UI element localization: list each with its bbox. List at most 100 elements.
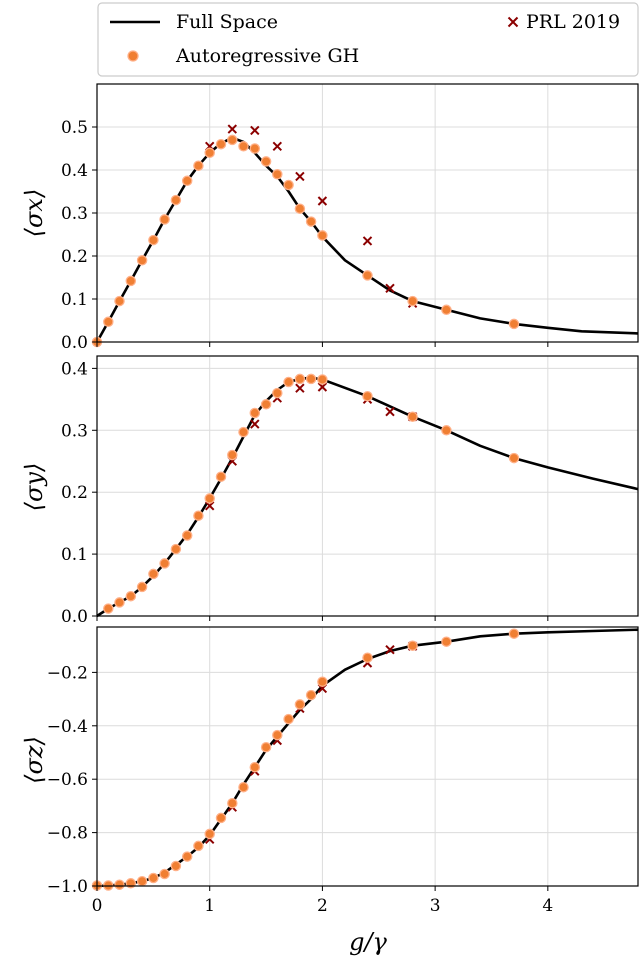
ar-gh-point	[193, 840, 204, 852]
prl-point	[250, 125, 260, 136]
ar-gh-point	[294, 203, 306, 214]
ar-gh-point	[294, 699, 306, 710]
ar-gh-point	[305, 373, 317, 385]
ylabel-sigma-x: ⟨σx⟩	[20, 189, 48, 238]
prl-point	[362, 236, 373, 246]
ar-gh-point	[317, 676, 328, 687]
ar-gh-point	[181, 851, 193, 862]
panel-sigma-x: 0.0 0.1 0.2 0.3 0.4 0.5	[61, 83, 639, 353]
ar-gh-point	[508, 318, 520, 330]
ar-gh-point	[249, 407, 261, 419]
ytick-label: −1.0	[47, 877, 88, 897]
prl-point	[272, 141, 283, 152]
ar-gh-point	[204, 147, 215, 159]
ar-gh-point	[283, 179, 294, 191]
ar-gh-point	[170, 194, 182, 206]
ar-gh-point	[215, 471, 227, 482]
ytick-label: −0.8	[47, 824, 88, 844]
prl-point	[385, 644, 395, 655]
ar-gh-point	[181, 530, 193, 541]
ytick-label: −0.6	[47, 770, 88, 790]
prl-point	[204, 501, 215, 511]
xtick-label: 4	[542, 896, 553, 916]
ar-gh-point	[204, 493, 215, 504]
prl-point	[385, 283, 395, 294]
ar-gh-point	[114, 879, 125, 890]
ar-gh-point	[272, 169, 283, 180]
prl-point	[317, 196, 328, 206]
xtick-label: 1	[204, 896, 215, 916]
legend-label-ar-gh: Autoregressive GH	[175, 45, 359, 67]
ar-gh-point	[227, 449, 238, 461]
ar-gh-point	[294, 373, 306, 385]
ar-gh-point	[317, 230, 328, 241]
ar-gh-point	[283, 376, 294, 388]
ar-gh-point	[103, 603, 114, 614]
axes-frame	[96, 626, 639, 887]
ar-gh-point	[170, 543, 182, 555]
ar-gh-point	[103, 316, 114, 328]
panel-sigma-y: 0.0 0.1 0.2 0.3 0.4	[61, 355, 639, 627]
ytick-label: 0.3	[61, 421, 88, 441]
ar-gh-point	[441, 425, 452, 436]
ar-gh-point	[305, 689, 317, 701]
ar-gh-point	[136, 581, 148, 593]
ar-gh-point	[407, 295, 418, 307]
xtick-label: 3	[430, 896, 441, 916]
ar-gh-point	[441, 636, 452, 647]
legend-label-full-space: Full Space	[176, 11, 278, 33]
ar-gh-point	[238, 781, 249, 793]
ar-gh-point	[215, 138, 227, 150]
ar-gh-point	[136, 255, 148, 266]
ar-gh-point	[238, 426, 249, 438]
ar-gh-point	[249, 761, 261, 773]
ar-gh-point	[283, 713, 294, 725]
ar-gh-point	[441, 304, 452, 316]
ytick-label: 0.2	[61, 483, 88, 503]
ar-gh-point	[260, 741, 272, 753]
ar-gh-point	[215, 812, 227, 824]
ar-gh-point	[362, 652, 373, 663]
ar-gh-point	[227, 797, 238, 809]
ar-gh-point	[272, 729, 283, 741]
ytick-label: 0.5	[61, 118, 88, 138]
prl-point	[227, 124, 238, 134]
ar-gh-point	[159, 868, 170, 880]
ylabel-sigma-z: ⟨σz⟩	[20, 736, 48, 784]
prl-point	[317, 382, 328, 392]
axes-frame	[96, 355, 639, 617]
ar-gh-point	[227, 134, 238, 146]
legend-box	[97, 2, 639, 77]
ytick-label: 0.1	[61, 545, 88, 565]
ar-gh-point	[193, 160, 204, 171]
ar-gh-point	[249, 143, 261, 154]
ytick-label: 0.4	[61, 359, 88, 379]
ar-gh-point	[114, 295, 125, 307]
ar-gh-point	[362, 270, 373, 281]
ytick-label: −0.4	[47, 717, 88, 737]
ylabel-sigma-y: ⟨σy⟩	[20, 463, 48, 512]
ar-gh-point	[148, 872, 159, 884]
ar-gh-point	[193, 510, 204, 521]
xtick-label: 0	[92, 896, 103, 916]
xlabel: g/γ	[349, 928, 387, 956]
legend-label-prl: PRL 2019	[526, 11, 620, 33]
ar-gh-point	[181, 175, 193, 187]
ar-gh-point	[407, 411, 418, 422]
ar-gh-point	[272, 387, 283, 399]
ar-gh-point	[159, 558, 170, 569]
ytick-label: 0.0	[61, 333, 88, 353]
legend: Full Space PRL 2019 Autoregressive GH	[97, 2, 639, 77]
prl-point	[250, 419, 260, 429]
ar-gh-point	[114, 597, 125, 608]
ar-gh-point	[204, 828, 215, 840]
ytick-label: 0.0	[61, 607, 88, 627]
ar-gh-point	[159, 214, 170, 225]
ar-gh-point	[148, 234, 159, 246]
ar-gh-point	[260, 399, 272, 410]
prl-point	[295, 171, 305, 182]
ar-gh-point	[125, 590, 137, 602]
ar-gh-point	[260, 156, 272, 167]
ar-gh-point	[125, 275, 137, 287]
